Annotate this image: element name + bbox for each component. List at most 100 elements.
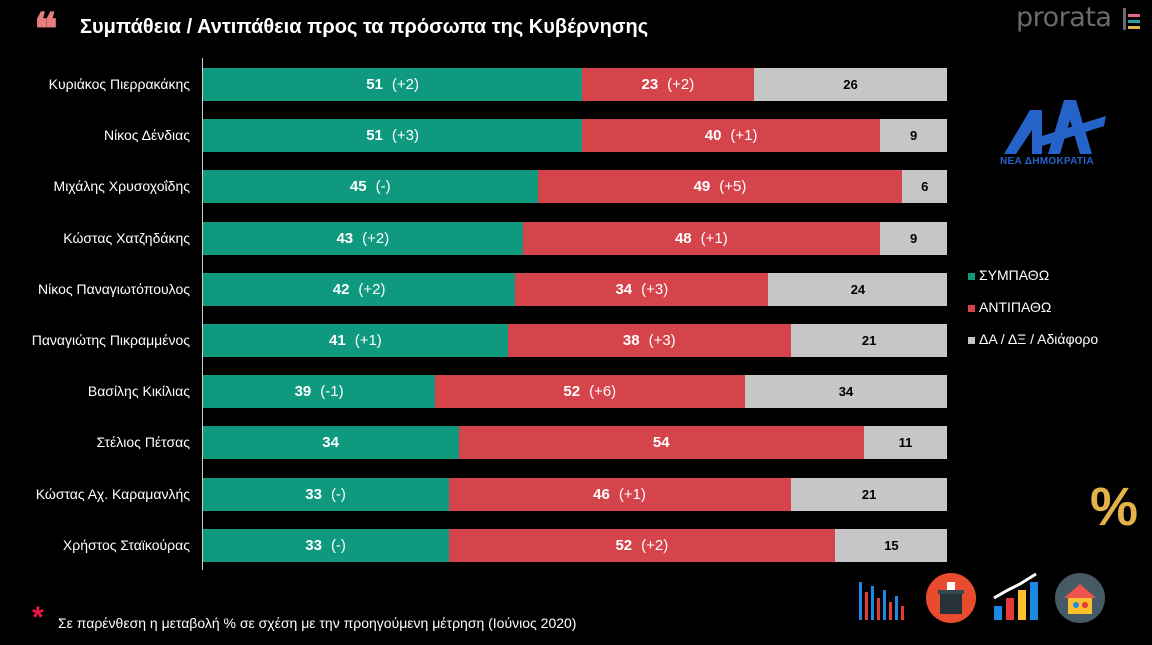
- bar-segment-sympatho: 45 (-): [203, 170, 538, 203]
- bar-segment-da-dx: 21: [790, 478, 947, 511]
- bar-segment-antipatho: 38 (+3): [508, 324, 791, 357]
- bar-segment-da-dx: 24: [768, 273, 947, 306]
- data-label: 48: [674, 230, 692, 247]
- change-label: (+2): [667, 76, 695, 93]
- change-label: (-): [375, 178, 391, 195]
- legend-item-antipatho: ΑΝΤΙΠΑΘΩ: [968, 299, 1051, 315]
- change-label: (+3): [641, 281, 669, 298]
- bar-segment-sympatho: 43 (+2): [203, 222, 523, 255]
- bar-segment-da-dx: 21: [790, 324, 947, 357]
- data-label: 24: [850, 282, 866, 297]
- legend-label: ΔΑ / ΔΞ / Αδιάφορο: [979, 331, 1099, 347]
- party-name: ΝΕΑ ΔΗΜΟΚΡΑΤΙΑ: [1000, 156, 1094, 167]
- category-label: Στέλιος Πέτσας: [96, 434, 190, 450]
- data-label: 39: [294, 383, 312, 400]
- bar-segment-da-dx: 9: [880, 119, 947, 152]
- nea-dimokratia-logo-icon: [1004, 100, 1106, 154]
- legend-label: ΣΥΜΠΑΘΩ: [979, 267, 1050, 283]
- data-label-group: 34: [322, 434, 339, 451]
- change-label: (-): [330, 486, 346, 503]
- category-label: Παναγιώτης Πικραμμένος: [31, 332, 190, 348]
- data-label-group: 49 (+5): [694, 178, 747, 195]
- bar-segment-da-dx: 9: [880, 222, 947, 255]
- bar-row: 42 (+2) 34 (+3) 24: [203, 273, 947, 306]
- data-label: 26: [843, 77, 858, 92]
- bar-segment-da-dx: 34: [744, 375, 947, 408]
- data-label: 42: [332, 281, 350, 298]
- prorata-mark-icon: [1123, 8, 1141, 30]
- bar-row: 34 54 11: [203, 426, 947, 459]
- data-label-group: 51 (+2): [366, 76, 419, 93]
- data-label: 9: [910, 128, 918, 143]
- bar-segment-da-dx: 26: [753, 68, 947, 101]
- bar-row: 33 (-) 46 (+1) 21: [203, 478, 947, 511]
- bar-segment-antipatho: 54: [458, 426, 865, 459]
- bar-segment-antipatho: 52 (+6): [435, 375, 745, 408]
- change-label: (+1): [730, 127, 758, 144]
- bar-segment-antipatho: 46 (+1): [448, 478, 791, 511]
- house-people-icon: [1055, 573, 1105, 623]
- data-label: 41: [329, 332, 346, 349]
- data-label: 54: [652, 434, 670, 451]
- data-label: 23: [641, 76, 659, 93]
- quote-mark-icon: ❝: [34, 4, 58, 55]
- change-label: (+2): [362, 230, 390, 247]
- data-label: 9: [910, 231, 918, 246]
- change-label: (+2): [358, 281, 386, 298]
- bar-row: 51 (+2) 23 (+2) 26: [203, 68, 947, 101]
- bar-segment-antipatho: 49 (+5): [537, 170, 903, 203]
- bar-segment-da-dx: 15: [835, 529, 947, 562]
- data-label-group: 39 (-1): [295, 383, 344, 400]
- data-label-group: 46 (+1): [593, 486, 646, 503]
- bar-segment-sympatho: 39 (-1): [203, 375, 436, 408]
- data-label: 43: [336, 230, 354, 247]
- bar-segment-antipatho: 52 (+2): [448, 529, 836, 562]
- legend-swatch-icon: [968, 304, 975, 312]
- change-label: (+6): [589, 383, 617, 400]
- category-axis-line: [202, 58, 203, 570]
- bar-row: 41 (+1) 38 (+3) 21: [203, 324, 947, 357]
- bar-row: 43 (+2) 48 (+1) 9: [203, 222, 947, 255]
- data-label: 49: [693, 178, 711, 195]
- bar-segment-da-dx: 6: [902, 170, 947, 203]
- bar-segment-sympatho: 42 (+2): [203, 273, 516, 306]
- bar-segment-antipatho: 23 (+2): [582, 68, 754, 101]
- data-label-group: 43 (+2): [336, 230, 389, 247]
- category-label: Χρήστος Σταϊκούρας: [62, 537, 190, 553]
- bar-segment-sympatho: 34: [203, 426, 459, 459]
- percent-icon: %: [1090, 477, 1139, 537]
- bar-segment-sympatho: 51 (+3): [203, 119, 583, 152]
- bar-row: 45 (-) 49 (+5) 6: [203, 170, 947, 203]
- bar-chart-icon: [859, 582, 904, 620]
- change-label: (-): [330, 537, 346, 554]
- footnote: Σε παρένθεση η μεταβολή % σε σχέση με τη…: [58, 615, 577, 631]
- legend-item-da-dx: ΔΑ / ΔΞ / Αδιάφορο: [968, 331, 1098, 347]
- category-label: Κώστας Χατζηδάκης: [63, 230, 190, 246]
- data-label-group: 40 (+1): [705, 127, 758, 144]
- bar-segment-sympatho: 41 (+1): [203, 324, 509, 357]
- data-label: 45: [349, 178, 367, 195]
- data-label: 11: [898, 435, 913, 450]
- data-label: 51: [366, 76, 383, 93]
- category-label: Νίκος Δένδιας: [103, 127, 190, 143]
- change-label: (+2): [641, 537, 669, 554]
- data-label: 51: [366, 127, 383, 144]
- category-label: Μιχάλης Χρυσοχοΐδης: [53, 178, 190, 194]
- change-label: (+3): [648, 332, 676, 349]
- data-label-group: 38 (+3): [623, 332, 676, 349]
- data-label-group: 41 (+1): [329, 332, 382, 349]
- data-label-group: 33 (-): [305, 486, 346, 503]
- data-label-group: 34 (+3): [615, 281, 668, 298]
- data-label-group: 54: [653, 434, 670, 451]
- data-label: 21: [861, 333, 877, 348]
- bar-segment-antipatho: 40 (+1): [582, 119, 881, 152]
- category-label: Βασίλης Κικίλιας: [87, 383, 190, 399]
- data-label: 40: [704, 127, 722, 144]
- data-label-group: 33 (-): [305, 537, 346, 554]
- ballot-box-icon: [926, 573, 976, 623]
- data-label: 34: [838, 384, 854, 399]
- change-label: (+1): [354, 332, 382, 349]
- legend-swatch-icon: [968, 336, 975, 344]
- data-label-group: 48 (+1): [675, 230, 728, 247]
- data-label-group: 52 (+2): [615, 537, 668, 554]
